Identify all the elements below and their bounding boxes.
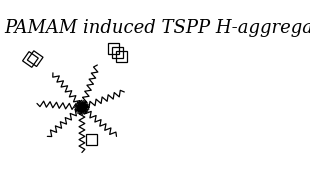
Bar (112, 47, 123, 58)
Bar (86, 134, 97, 145)
Bar (27, 51, 43, 67)
Bar (23, 52, 38, 67)
Bar (108, 43, 119, 54)
Text: PAMAM induced TSPP H-aggregates: PAMAM induced TSPP H-aggregates (5, 19, 310, 37)
Bar (116, 51, 127, 62)
